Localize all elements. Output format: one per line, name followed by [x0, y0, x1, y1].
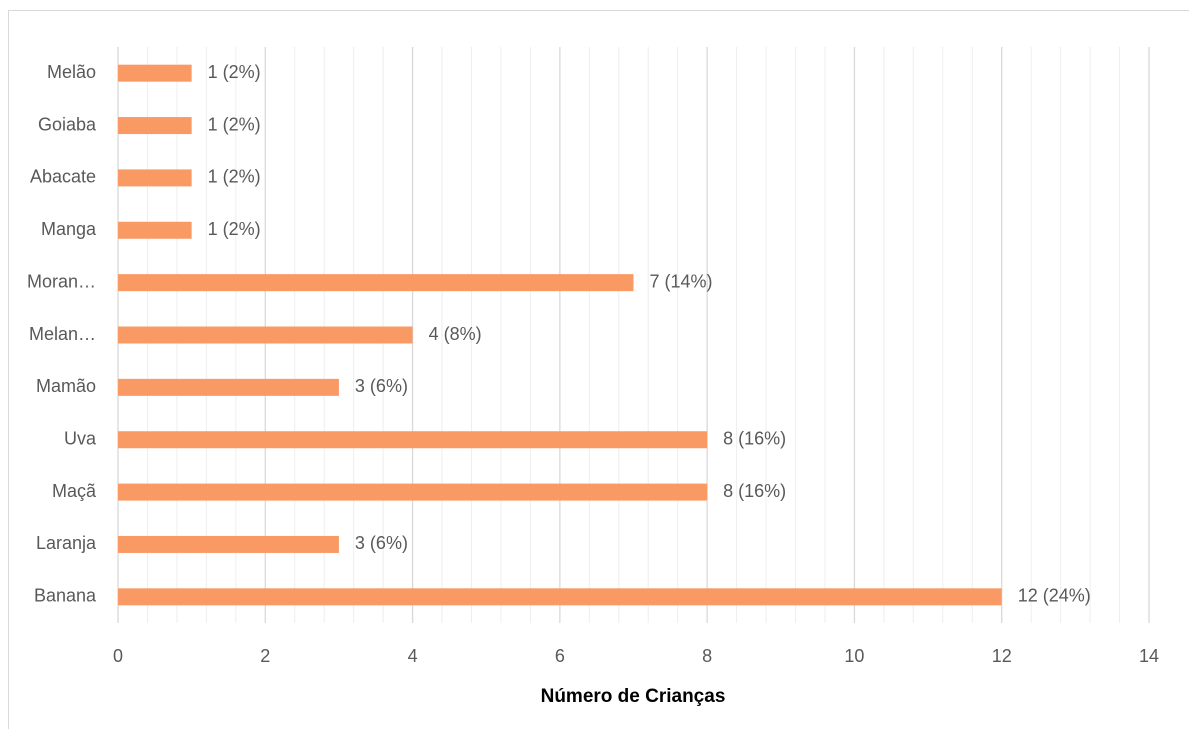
- data-label: 8 (16%): [723, 481, 786, 501]
- data-label: 1 (2%): [208, 219, 261, 239]
- bar: [118, 483, 708, 501]
- bar: [118, 378, 339, 396]
- y-tick-label: Abacate: [30, 167, 96, 187]
- bar: [118, 535, 339, 553]
- bar: [118, 588, 1002, 606]
- x-tick-label: 14: [1139, 646, 1159, 666]
- y-tick-label: Melan…: [29, 324, 96, 344]
- bar: [118, 274, 634, 292]
- y-tick-label: Mamão: [36, 376, 96, 396]
- data-label: 7 (14%): [650, 271, 713, 291]
- data-label: 1 (2%): [208, 167, 261, 187]
- y-tick-label: Maçã: [52, 481, 97, 501]
- y-tick-label: Banana: [34, 586, 97, 606]
- x-tick-label: 10: [844, 646, 864, 666]
- data-label: 3 (6%): [355, 533, 408, 553]
- chart-border: [8, 10, 1189, 729]
- bar: [118, 326, 413, 344]
- data-label: 8 (16%): [723, 428, 786, 448]
- y-tick-label: Uva: [64, 428, 97, 448]
- data-label: 12 (24%): [1018, 586, 1091, 606]
- x-tick-label: 2: [260, 646, 270, 666]
- bar: [118, 169, 192, 187]
- x-tick-label: 6: [555, 646, 565, 666]
- y-tick-label: Moran…: [27, 271, 96, 291]
- data-label: 3 (6%): [355, 376, 408, 396]
- x-tick-label: 4: [408, 646, 418, 666]
- x-tick-label: 8: [702, 646, 712, 666]
- y-tick-label: Manga: [41, 219, 97, 239]
- y-tick-label: Melão: [47, 62, 96, 82]
- y-tick-label: Goiaba: [38, 114, 97, 134]
- bar: [118, 221, 192, 239]
- x-tick-label: 0: [113, 646, 123, 666]
- data-label: 1 (2%): [208, 62, 261, 82]
- bar: [118, 117, 192, 135]
- x-tick-label: 12: [992, 646, 1012, 666]
- bar: [118, 64, 192, 82]
- data-label: 1 (2%): [208, 114, 261, 134]
- y-tick-label: Laranja: [36, 533, 97, 553]
- x-axis-title: Número de Crianças: [541, 686, 726, 707]
- bar: [118, 431, 708, 449]
- data-label: 4 (8%): [429, 324, 482, 344]
